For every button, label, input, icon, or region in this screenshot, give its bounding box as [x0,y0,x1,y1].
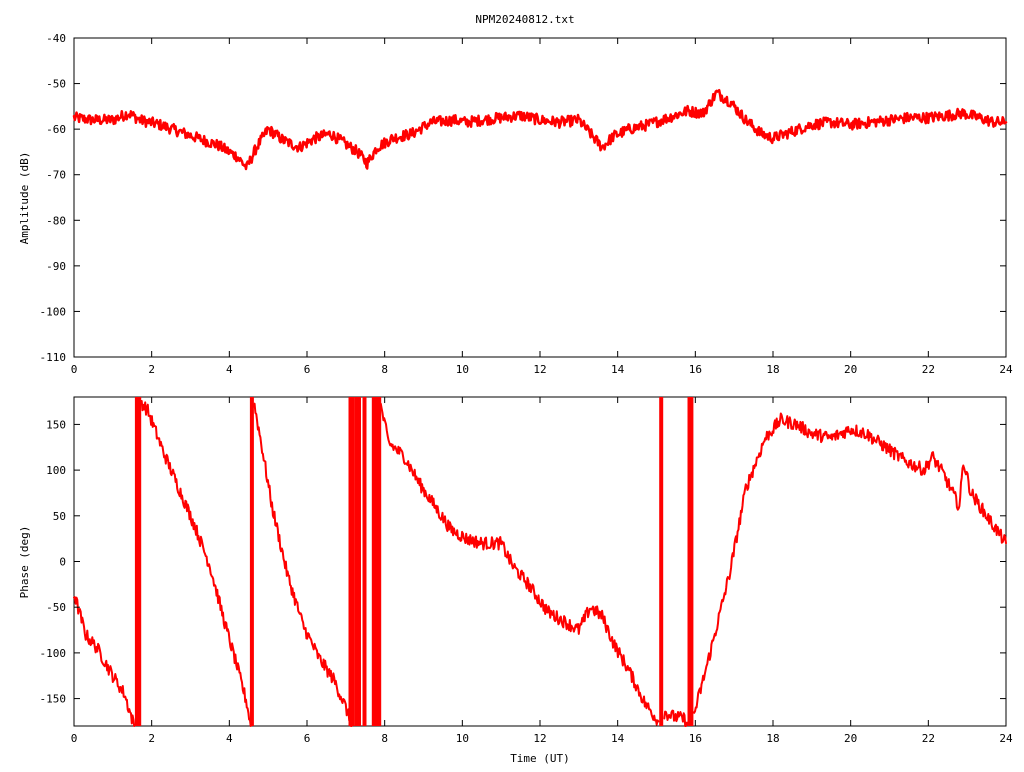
phase-ytick-label: -50 [46,601,66,614]
phase-wrap-jump [354,397,359,726]
phase-wrap-jump [134,397,139,726]
phase-ylabel: Phase (deg) [18,526,31,599]
phase-xtick-label: 16 [689,732,702,745]
phase-trace-line [692,412,1007,714]
amplitude-axis-ticks: 0 2 4 6 8 10 12 14 16 18 20 22 24-40-50-60-70-80-90-… [40,32,1013,376]
amplitude-ylabel: Amplitude (dB) [18,152,31,245]
amplitude-xtick-label: 8 [381,363,388,376]
phase-xlabel: Time (UT) [510,752,570,765]
phase-xtick-label: 20 [844,732,857,745]
phase-ytick-label: 50 [53,510,66,523]
amplitude-panel: 0 2 4 6 8 10 12 14 16 18 20 22 24-40-50-60-70-80-90-… [18,32,1013,376]
phase-wrap-jump [377,397,382,726]
phase-wrap-jump [689,397,694,726]
amplitude-xtick-label: 6 [304,363,311,376]
phase-wrap-jump [350,397,355,726]
amplitude-xtick-label: 2 [148,363,155,376]
phase-wrap-jump [371,397,376,726]
phase-wrap-jump [374,397,379,726]
amplitude-xtick-label: 12 [533,363,546,376]
amplitude-trace-line [72,88,1008,171]
phase-trace-line [139,400,252,727]
phase-trace-line [663,709,689,727]
phase-trace-line [252,402,353,727]
phase-wrap-jump [137,397,142,726]
phase-ytick-label: 0 [59,556,66,569]
phase-xtick-label: 4 [226,732,233,745]
phase-series [73,397,1007,727]
phase-panel: 0 2 4 6 8 10 12 14 16 18 20 22 24150100500-50-100-15… [18,396,1013,765]
phase-ytick-label: -150 [40,693,67,706]
phase-ytick-label: 150 [46,418,66,431]
phase-xtick-label: 0 [71,732,78,745]
amplitude-ytick-label: -60 [46,123,66,136]
amplitude-ytick-label: -40 [46,32,66,45]
phase-wrap-jump [249,397,254,726]
phase-ytick-label: -100 [40,647,67,660]
amplitude-ytick-label: -90 [46,260,66,273]
phase-xtick-label: 2 [148,732,155,745]
amplitude-ytick-label: -80 [46,214,66,227]
phase-ytick-label: 100 [46,464,66,477]
amplitude-xtick-label: 18 [766,363,779,376]
phase-axis-ticks: 0 2 4 6 8 10 12 14 16 18 20 22 24150100500-50-100-15… [40,397,1013,745]
amplitude-xtick-label: 0 [71,363,78,376]
amplitude-ytick-label: -50 [46,78,66,91]
phase-wrap-jump [357,397,361,726]
amplitude-series [72,88,1008,171]
amplitude-xtick-label: 14 [611,363,625,376]
phase-xtick-label: 12 [533,732,546,745]
amplitude-ytick-label: -70 [46,169,66,182]
phase-wrap-jump [348,397,353,726]
phase-wrap-jump [362,397,367,726]
phase-wrap-jump [659,397,664,726]
amplitude-plot-frame [73,37,1007,358]
chart-title: NPM20240812.txt [475,13,574,26]
amplitude-xtick-label: 22 [922,363,935,376]
phase-xtick-label: 8 [381,732,388,745]
amplitude-ytick-label: -110 [40,351,67,364]
phase-xtick-label: 14 [611,732,625,745]
amplitude-xtick-label: 24 [999,363,1013,376]
amplitude-xtick-label: 4 [226,363,233,376]
amplitude-xtick-label: 10 [456,363,469,376]
phase-plot-frame [73,396,1007,727]
phase-xtick-label: 10 [456,732,469,745]
amplitude-xtick-label: 20 [844,363,857,376]
phase-xtick-label: 22 [922,732,935,745]
amplitude-xtick-label: 16 [689,363,702,376]
phase-trace-line [73,596,136,727]
amplitude-ytick-label: -100 [40,305,67,318]
phase-trace-line [379,402,660,726]
phase-xtick-label: 24 [999,732,1013,745]
phase-xtick-label: 18 [766,732,779,745]
phase-xtick-label: 6 [304,732,311,745]
